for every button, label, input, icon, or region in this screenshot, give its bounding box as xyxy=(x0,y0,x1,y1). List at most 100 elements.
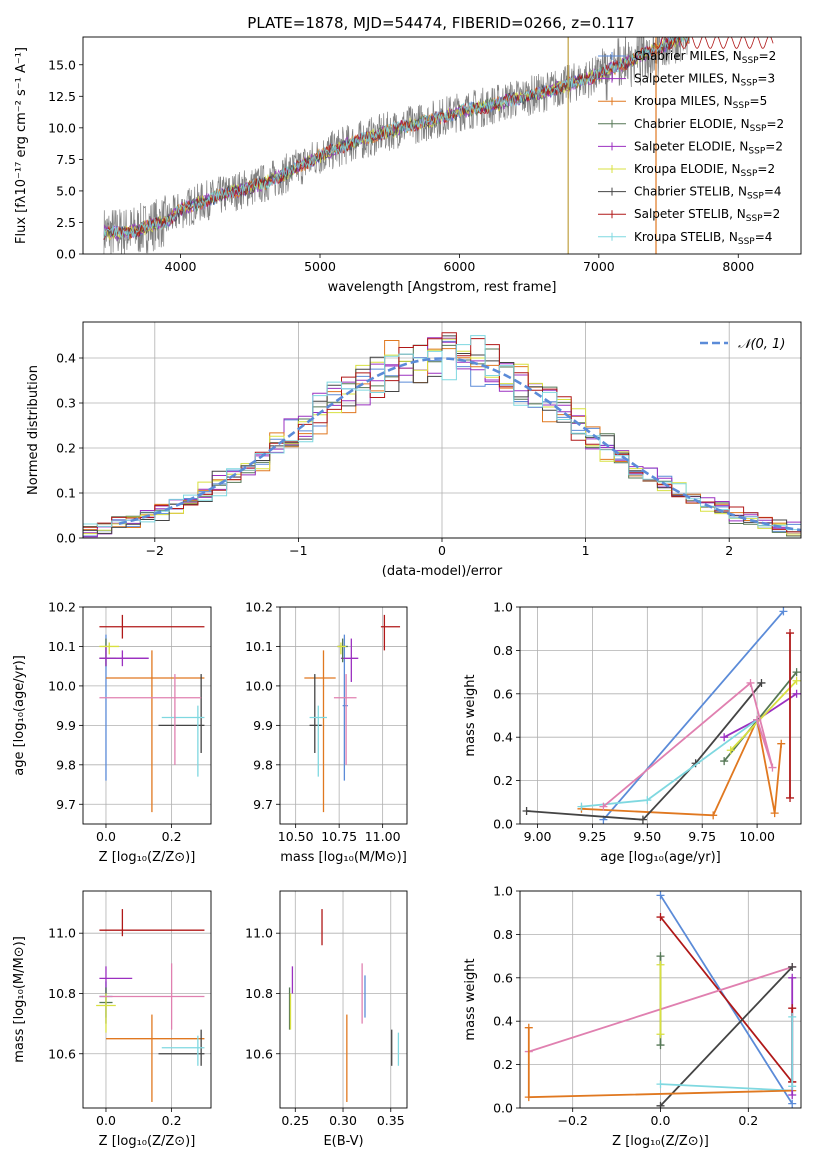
mass-weight-marker xyxy=(599,802,608,811)
weight_vs_Z-ytick-label: 0.0 xyxy=(493,1101,513,1116)
mass_vs_Z-xtick-label: 0.0 xyxy=(96,1113,116,1128)
mass-weight-marker xyxy=(720,733,729,742)
mass-weight-marker xyxy=(786,793,795,802)
legend-entry-label: Chabrier MILES, NSSP=2 xyxy=(634,49,776,66)
weight_vs_age-ytick-label: 0.6 xyxy=(493,686,513,701)
spectrum-xtick-label: 7000 xyxy=(583,259,615,274)
mass_vs_Z-xtick-label: 0.2 xyxy=(162,1113,182,1128)
legend-entry-count: =2 xyxy=(763,207,781,221)
weight_vs_Z-xtick-label: −0.2 xyxy=(558,1113,588,1128)
age_vs_Z-frame xyxy=(82,606,212,825)
mass-weight-marker xyxy=(788,962,797,971)
weight-vs-metallicity-panel: −0.2 0.0 0.2 0.0 0.2 0.4 0.6 0.8 1.0 Z [log₁₀(Z/Z… xyxy=(463,884,802,1149)
legend-entry-label: Salpeter ELODIE, NSSP=2 xyxy=(634,139,783,156)
age-vs-mass-panel: 10.50 10.75 11.00 9.7 9.8 9.9 10.0 10.1 10.2 mass… xyxy=(245,600,408,865)
legend-entry-count: =2 xyxy=(757,162,775,176)
mass-weight-marker xyxy=(770,809,779,818)
age_vs_Z-xtick-label: 0.0 xyxy=(96,829,116,844)
mass-weight-marker xyxy=(656,960,665,969)
mass-weight-marker xyxy=(656,1041,665,1050)
legend-entry-label: Salpeter STELIB, NSSP=2 xyxy=(634,207,780,224)
mass_vs_Z-frame xyxy=(82,890,212,1109)
residual_histogram-ytick-label: 0.0 xyxy=(56,531,76,546)
weight_vs_age-ytick-label: 0.8 xyxy=(493,643,513,658)
errorbar-point xyxy=(309,674,322,753)
legend-entry-label: Kroupa STELIB, NSSP=4 xyxy=(634,230,772,247)
age_vs_Z-ylabel: age [log₁₀(age/yr)] xyxy=(12,655,27,776)
mass-vs-metallicity-panel: 0.0 0.2 10.6 10.8 11.0 Z [log₁₀(Z/Z⊙)] mass [l… xyxy=(12,890,212,1149)
legend-entry-sub: SSP xyxy=(748,146,765,156)
mass-weight-marker xyxy=(720,757,729,766)
legend-entry-sub: SSP xyxy=(741,79,758,89)
mass-weight-marker xyxy=(792,689,801,698)
age_vs_Z-ytick-label: 9.8 xyxy=(56,757,76,772)
mass-weight-marker xyxy=(524,1023,533,1032)
age_vs_mass-ytick-label: 10.0 xyxy=(245,678,273,693)
mass_vs_Z-plot-area xyxy=(96,909,205,1102)
weight_vs_Z-ylabel: mass weight xyxy=(463,958,478,1040)
residual_histogram-frame xyxy=(82,321,802,539)
mass-weight-line xyxy=(730,680,798,751)
data-spectrum-line xyxy=(103,37,690,254)
age_vs_Z-ytick-label: 10.0 xyxy=(48,678,76,693)
weight_vs_age-xtick-label: 9.75 xyxy=(688,829,716,844)
residual_histogram-xtick-label: 1 xyxy=(582,543,590,558)
age_vs_mass-ytick-label: 10.1 xyxy=(245,639,273,654)
errorbar-point xyxy=(105,1014,205,1102)
spectrum-xtick-label: 6000 xyxy=(444,259,476,274)
mass-weight-marker xyxy=(656,1030,665,1039)
mass-vs-ebv-panel: 0.25 0.30 0.35 10.6 10.8 11.0 E(B-V) xyxy=(245,890,408,1149)
mass-weight-marker xyxy=(788,1012,797,1021)
mass-weight-marker xyxy=(638,815,647,824)
mass-weight-marker xyxy=(709,811,718,820)
legend-entry-text: Kroupa MILES, N xyxy=(634,94,733,108)
weight_vs_age-ytick-label: 0.0 xyxy=(493,817,513,832)
errorbar-point xyxy=(99,966,133,994)
age_vs_Z-xlabel: Z [log₁₀(Z/Z⊙)] xyxy=(99,850,196,865)
mass-weight-marker xyxy=(746,678,755,687)
residual-histogram-panel: −2 −1 0 1 2 0.0 0.1 0.2 0.3 0.4 (data-model)/error… xyxy=(26,321,802,579)
residual_histogram-ytick-label: 0.2 xyxy=(56,441,76,456)
errorbar-point xyxy=(99,674,202,765)
spectrum-ytick-label: 2.5 xyxy=(56,215,76,230)
weight_vs_age-plot-area xyxy=(522,607,801,824)
errorbar-point xyxy=(161,1035,205,1066)
mass-weight-marker xyxy=(656,913,665,922)
spectrum-ytick-label: 5.0 xyxy=(56,183,76,198)
errorbar-point xyxy=(342,634,348,781)
spectrum-xtick-label: 4000 xyxy=(165,259,197,274)
weight_vs_age-ytick-label: 0.2 xyxy=(493,773,513,788)
residual_histogram-xtick-label: −1 xyxy=(289,543,307,558)
residual_histogram-xtick-label: 2 xyxy=(725,543,733,558)
mass-weight-marker xyxy=(777,739,786,748)
mass-weight-marker xyxy=(656,1101,665,1108)
mass_vs_EBV-xtick-label: 0.25 xyxy=(281,1113,309,1128)
mass-weight-marker xyxy=(786,629,795,638)
weight_vs_Z-frame xyxy=(519,890,802,1109)
mass-weight-marker xyxy=(656,952,665,961)
spectrum-frame xyxy=(82,36,802,255)
weight_vs_age-ytick-label: 1.0 xyxy=(493,600,513,615)
errorbar-point xyxy=(340,638,359,682)
age_vs_mass-ytick-label: 9.8 xyxy=(253,757,273,772)
mass-weight-line xyxy=(659,916,793,1083)
errorbar-point xyxy=(99,646,149,667)
age_vs_Z-ytick-label: 10.1 xyxy=(48,639,76,654)
errorbar-point xyxy=(99,963,205,1030)
mass_vs_Z-ytick-label: 11.0 xyxy=(48,926,76,941)
mass_vs_EBV-ytick-label: 10.6 xyxy=(245,1046,273,1061)
age_vs_mass-frame xyxy=(279,606,408,825)
mass_vs_EBV-xlabel: E(B-V) xyxy=(323,1134,363,1149)
model-spectrum-line xyxy=(103,37,690,239)
mass-weight-line xyxy=(659,966,793,1107)
mass-weight-line xyxy=(723,671,798,762)
age_vs_mass-ytick-label: 9.7 xyxy=(253,797,273,812)
legend-entry-sub: SSP xyxy=(742,56,759,66)
spectrum-xtick-label: 8000 xyxy=(722,259,754,274)
age_vs_mass-xlabel: mass [log₁₀(M/M⊙)] xyxy=(280,850,407,865)
legend-entry-label: Chabrier STELIB, NSSP=4 xyxy=(634,185,782,202)
legend-entry-sub: SSP xyxy=(750,124,767,134)
age_vs_Z-plot-area xyxy=(99,614,205,813)
legend-entry-text: Chabrier MILES, N xyxy=(634,49,742,63)
